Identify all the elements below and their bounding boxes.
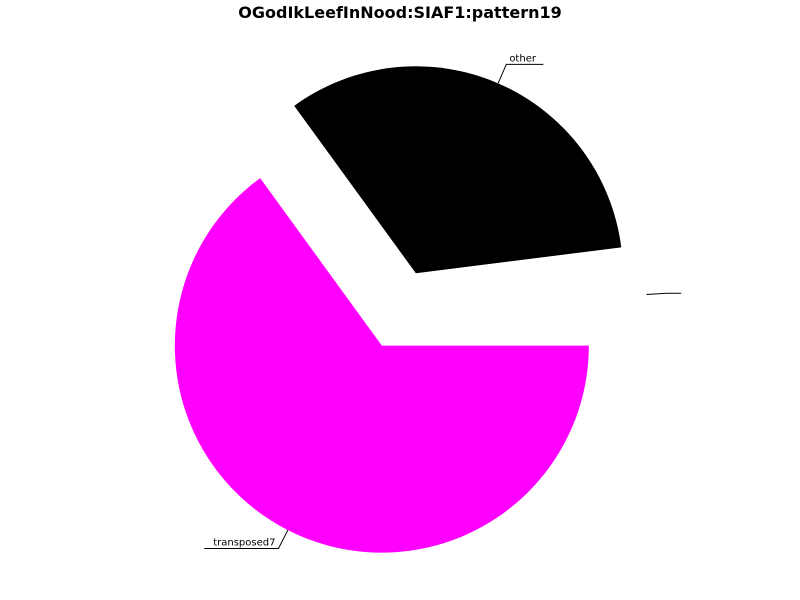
chart-title: OGodIkLeefInNood:SIAF1:pattern19 xyxy=(238,3,561,22)
pie-slice-label: transposed7 xyxy=(213,538,275,549)
pie-slice-other xyxy=(294,66,622,274)
pie-slices xyxy=(174,66,647,553)
pie-leader-line xyxy=(646,292,682,295)
pie-labels: transposed7 other xyxy=(204,53,682,550)
pie-slice-unlabeled xyxy=(439,281,647,308)
pie-slice-transposed7 xyxy=(174,178,589,553)
pie-leader-line xyxy=(204,529,289,550)
pie-leader-line xyxy=(497,63,544,84)
pie-slice-label: other xyxy=(509,53,537,64)
